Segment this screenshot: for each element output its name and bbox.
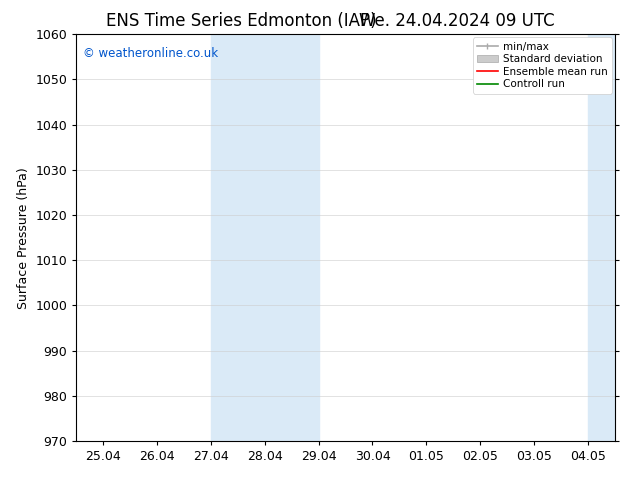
Bar: [210, 34, 265, 441]
Bar: [265, 34, 319, 441]
Legend: min/max, Standard deviation, Ensemble mean run, Controll run: min/max, Standard deviation, Ensemble me…: [473, 37, 612, 94]
Y-axis label: Surface Pressure (hPa): Surface Pressure (hPa): [16, 167, 30, 309]
Text: © weatheronline.co.uk: © weatheronline.co.uk: [82, 47, 217, 59]
Bar: [588, 34, 615, 441]
Text: ENS Time Series Edmonton (IAP): ENS Time Series Edmonton (IAP): [106, 12, 376, 30]
Text: We. 24.04.2024 09 UTC: We. 24.04.2024 09 UTC: [359, 12, 554, 30]
